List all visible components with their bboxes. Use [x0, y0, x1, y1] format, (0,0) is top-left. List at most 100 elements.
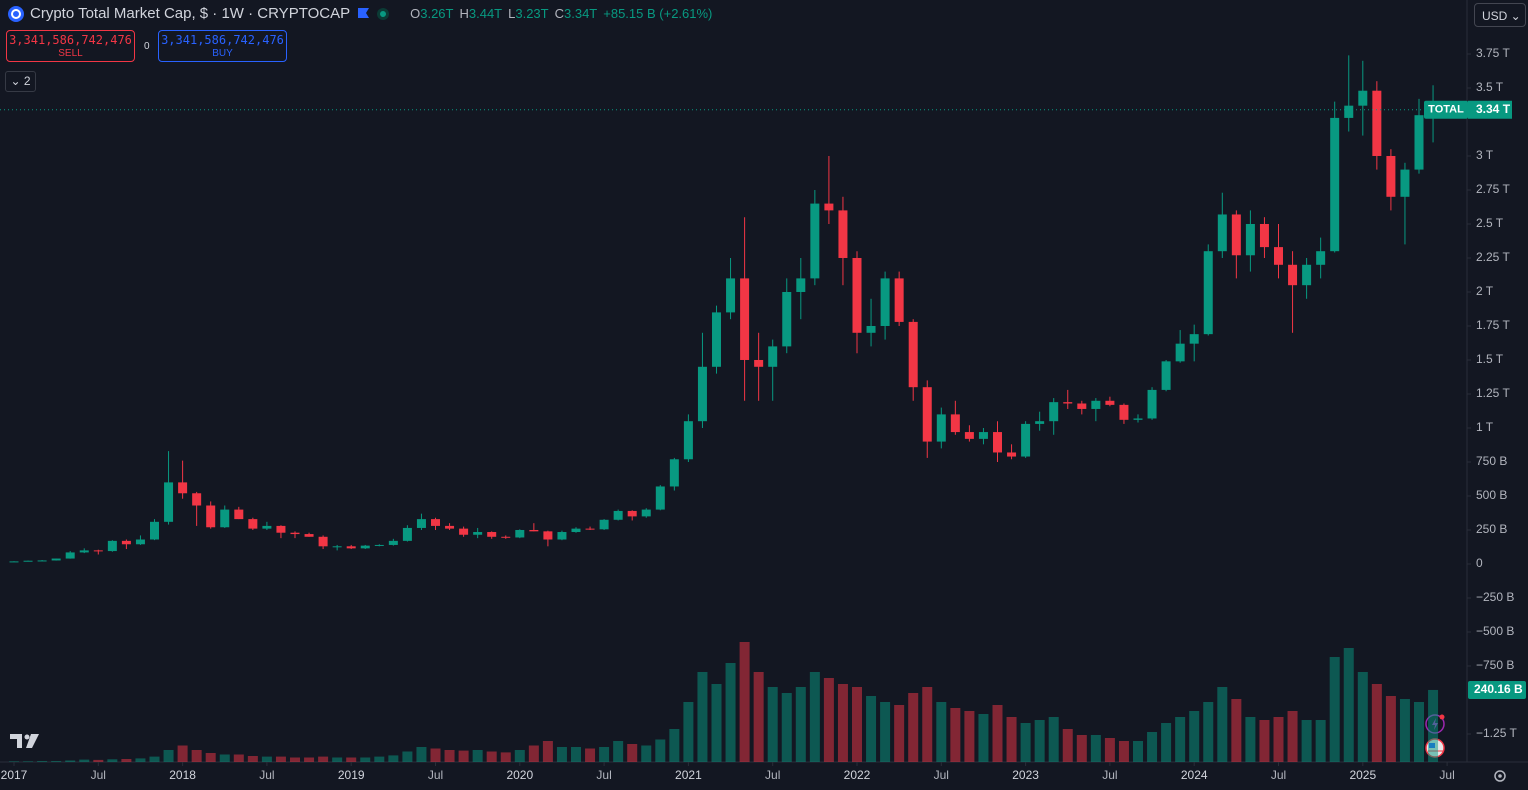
- candle-body: [1358, 90, 1368, 106]
- volume-bar: [1399, 699, 1410, 762]
- price-tag: [1468, 100, 1512, 119]
- candle-body: [318, 536, 328, 547]
- volume-bar: [514, 750, 525, 762]
- ohlc-value: 3.23T: [515, 6, 549, 21]
- candle-body: [669, 459, 679, 487]
- y-tick-label: 250 B: [1476, 522, 1507, 536]
- volume-bar: [290, 757, 300, 762]
- x-tick-label: 2024: [1181, 768, 1208, 782]
- candle-body: [613, 510, 623, 520]
- candle-body: [641, 509, 651, 517]
- candle-body: [922, 387, 932, 442]
- candle-body: [402, 527, 412, 541]
- volume-bar: [163, 750, 174, 762]
- y-tick-label: 2.5 T: [1476, 216, 1504, 230]
- indicators-toggle[interactable]: ⌄ 2: [5, 71, 36, 92]
- volume-bar: [809, 672, 820, 762]
- candle-body: [164, 482, 174, 522]
- volume-bar: [866, 696, 877, 762]
- volume-bar: [880, 702, 891, 762]
- candle-body: [978, 432, 988, 439]
- volume-bar: [107, 759, 118, 762]
- volume-bar: [51, 761, 62, 762]
- volume-bar: [79, 759, 90, 762]
- candle-body: [1105, 400, 1115, 405]
- volume-bar: [655, 739, 666, 762]
- volume-bar: [1343, 648, 1354, 762]
- x-tick-label: Jul: [765, 768, 780, 782]
- volume-bar: [332, 757, 343, 762]
- ohlc-key: H: [459, 6, 469, 21]
- x-tick-label: Jul: [934, 768, 949, 782]
- price-tag-label: 3.34 T: [1476, 102, 1511, 116]
- volume-bar: [1076, 735, 1087, 762]
- candle-body: [1189, 334, 1199, 344]
- volume-bar: [641, 745, 652, 762]
- candle-body: [487, 532, 497, 537]
- sell-button[interactable]: 3,341,586,742,476 SELL: [6, 30, 135, 62]
- y-tick-label: 1 T: [1476, 420, 1494, 434]
- volume-bar: [711, 684, 722, 762]
- buy-button[interactable]: 3,341,586,742,476 BUY: [158, 30, 287, 62]
- candle-body: [37, 560, 47, 562]
- volume-bar: [767, 687, 778, 762]
- buy-price: 3,341,586,742,476: [161, 33, 284, 47]
- candle-body: [206, 505, 216, 528]
- settings-icon[interactable]: [1494, 770, 1506, 782]
- candle-body: [1259, 223, 1269, 248]
- volume-bar: [247, 756, 258, 762]
- volume-bar: [894, 705, 905, 762]
- candle-body: [754, 359, 764, 367]
- x-tick-label: Jul: [428, 768, 443, 782]
- volume-bar: [318, 756, 329, 762]
- y-tick-label: −250 B: [1476, 590, 1514, 604]
- candle-body: [1049, 402, 1059, 422]
- volume-bar: [542, 741, 553, 762]
- volume-bar: [1189, 711, 1200, 762]
- y-tick-label: 1.5 T: [1476, 352, 1504, 366]
- candle-body: [1344, 105, 1354, 118]
- candle-body: [782, 291, 792, 347]
- volume-bar: [1090, 735, 1101, 762]
- volume-bar: [9, 761, 19, 762]
- y-tick-label: −750 B: [1476, 658, 1514, 672]
- symbol-title[interactable]: Crypto Total Market Cap, $ · 1W · CRYPTO…: [30, 5, 351, 22]
- flag[interactable]: [356, 7, 370, 21]
- y-tick-label: 500 B: [1476, 488, 1507, 502]
- candle-body: [796, 278, 806, 292]
- volume-bar: [753, 672, 764, 762]
- candle-body: [585, 528, 595, 530]
- volume-bar: [1329, 657, 1340, 762]
- volume-bar: [781, 693, 792, 762]
- currency: USD: [1482, 9, 1508, 23]
- candle-body: [416, 519, 426, 528]
- candle-body: [9, 561, 19, 563]
- candle-body: [1302, 264, 1312, 286]
- volume-bar: [458, 750, 469, 762]
- y-tick-label: 3.75 T: [1476, 46, 1510, 60]
- candle-body: [374, 544, 384, 546]
- x-tick-label: 2025: [1349, 768, 1376, 782]
- volume-bar: [416, 747, 427, 762]
- ohlc-item: O3.26T: [410, 6, 453, 21]
- candle-body: [1161, 361, 1171, 390]
- candle-body: [993, 432, 1002, 453]
- x-tick-label: Jul: [1271, 768, 1286, 782]
- volume-bar: [697, 672, 708, 762]
- x-tick-label: Jul: [596, 768, 611, 782]
- candle-body: [304, 534, 314, 537]
- volume-bar: [1203, 702, 1214, 762]
- x-tick-label: 2023: [1012, 768, 1039, 782]
- candle-body: [234, 509, 244, 520]
- candle-body: [501, 536, 511, 538]
- candle-body: [655, 486, 665, 510]
- volume-bar: [823, 678, 834, 762]
- candle-body: [388, 540, 398, 545]
- y-tick-label: 1.75 T: [1476, 318, 1510, 332]
- volume-bar: [37, 761, 48, 762]
- candle-body: [543, 531, 553, 540]
- currency-select[interactable]: USD ⌄: [1474, 3, 1526, 27]
- candle-body: [135, 539, 145, 545]
- candle-body: [950, 414, 960, 433]
- x-tick-label: Jul: [91, 768, 106, 782]
